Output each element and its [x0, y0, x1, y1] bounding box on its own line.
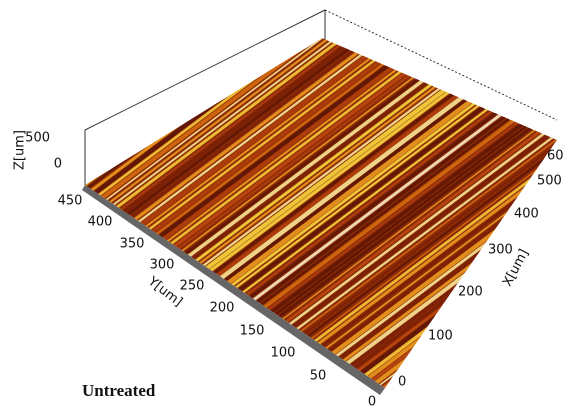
x-tick-label: 400 [514, 207, 539, 222]
y-tick-label: 150 [240, 324, 265, 339]
x-tick-label: 0 [398, 375, 406, 390]
y-tick-label: 450 [58, 194, 83, 209]
y-tick-label: 0 [368, 395, 376, 409]
x-tick-label: 100 [428, 329, 453, 344]
z-tick-label: 500 [25, 131, 50, 146]
y-tick-label: 200 [210, 301, 235, 316]
y-tick-label: 350 [120, 237, 145, 252]
x-tick-label: 300 [488, 243, 513, 258]
surface [45, 0, 564, 409]
y-tick-label: 400 [88, 215, 113, 230]
surface-plot: Untreated 0 50 100 150 200 250 300 350 400 450 0 10… [0, 0, 564, 409]
caption: Untreated [82, 381, 156, 400]
z-axis-label: Z[um] [13, 130, 28, 170]
y-tick-label: 50 [310, 369, 327, 384]
y-tick-label: 100 [271, 346, 296, 361]
x-tick-label: 600 [547, 149, 564, 164]
x-tick-label: 200 [458, 285, 483, 300]
z-tick-label: 0 [54, 157, 62, 172]
y-tick-label: 250 [180, 279, 205, 294]
y-tick-label: 300 [150, 258, 175, 273]
x-tick-label: 500 [537, 174, 562, 189]
